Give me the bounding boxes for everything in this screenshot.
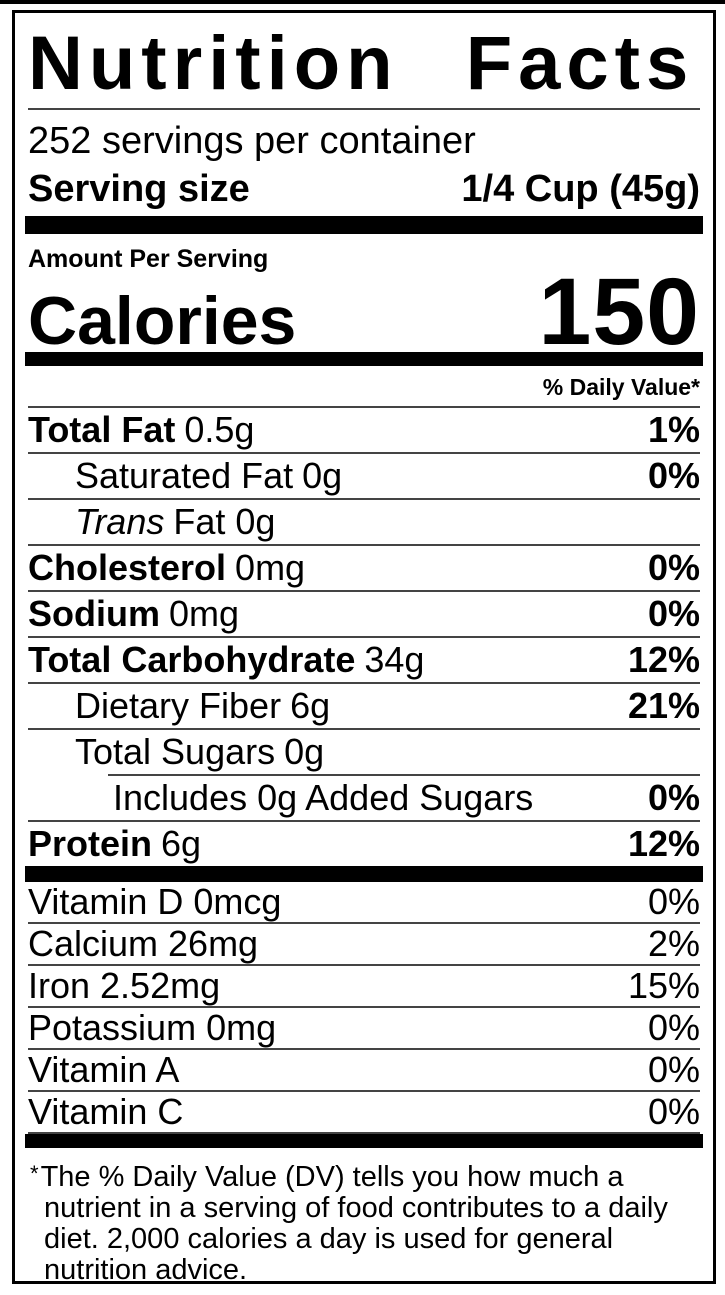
nutrient-row-trans-fat: Trans Fat 0g: [28, 500, 700, 547]
nutrient-name: Cholesterol: [28, 547, 227, 589]
vitamin-text: Vitamin A: [28, 1049, 180, 1091]
separator-bar-thick: [25, 866, 703, 883]
nutrient-name-amount: Dietary Fiber 6g: [28, 684, 330, 728]
amount-per-serving-label: Amount Per Serving: [28, 245, 269, 274]
nutrient-dv: 0%: [647, 593, 700, 635]
vitamin-dv: 2%: [647, 923, 700, 965]
label-title: Nutrition Facts: [28, 13, 700, 111]
separator-bar-thick: [25, 216, 703, 235]
daily-value-header: % Daily Value*: [28, 366, 700, 409]
vitamin-dv: 0%: [647, 881, 700, 923]
nutrient-name-amount: Protein 6g: [28, 822, 201, 866]
nutrient-name-amount: Saturated Fat 0g: [28, 454, 342, 498]
nutrient-row-total-sugars: Total Sugars 0g: [28, 730, 700, 774]
nutrient-name: Includes 0g Added Sugars: [113, 777, 534, 819]
nutrient-name-amount: Total Sugars 0g: [28, 730, 324, 774]
nutrient-amount: 0mg: [235, 547, 306, 589]
vitamin-text: Potassium 0mg: [28, 1007, 277, 1049]
vitamin-row-vitamin-c: Vitamin C 0%: [28, 1091, 700, 1135]
nutrient-row-total-carbohydrate: Total Carbohydrate 34g 12%: [28, 638, 700, 685]
vitamin-row-potassium: Potassium 0mg 0%: [28, 1007, 700, 1051]
nutrient-row-sodium: Sodium 0mg 0%: [28, 592, 700, 639]
vitamin-text: Vitamin C: [28, 1091, 184, 1133]
nutrient-dv: 12%: [627, 823, 700, 865]
nutrient-amount: 0mg: [169, 593, 240, 635]
calories-label: Calories: [28, 283, 297, 360]
nutrient-name: Total Fat: [28, 409, 176, 451]
nutrient-dv: 0%: [647, 547, 700, 589]
vitamin-dv: 0%: [647, 1049, 700, 1091]
nutrient-amount: 0.5g: [184, 409, 255, 451]
nutrient-row-added-sugars: Includes 0g Added Sugars 0%: [108, 774, 700, 820]
nutrient-name-italic: Trans: [75, 501, 165, 543]
nutrient-name: Total Sugars: [75, 731, 276, 773]
nutrient-row-total-fat: Total Fat 0.5g 1%: [28, 408, 700, 455]
nutrient-row-protein: Protein 6g 12%: [28, 820, 700, 866]
separator-bar-medium: [25, 1134, 703, 1149]
nutrient-amount: Fat 0g: [173, 501, 276, 543]
nutrient-name: Dietary Fiber: [75, 685, 282, 727]
serving-size-value: 1/4 Cup (45g): [461, 168, 700, 211]
nutrient-name: Sodium: [28, 593, 160, 635]
nutrient-amount: 34g: [364, 639, 425, 681]
nutrient-amount: 0g: [284, 731, 325, 773]
nutrient-name-amount: Trans Fat 0g: [28, 500, 275, 544]
serving-size-row: Serving size 1/4 Cup (45g): [28, 166, 700, 216]
serving-size-label: Serving size: [28, 168, 250, 211]
calories-row: Calories 150: [28, 259, 700, 366]
nutrient-name: Total Carbohydrate: [28, 639, 356, 681]
vitamin-row-iron: Iron 2.52mg 15%: [28, 965, 700, 1009]
nutrient-dv: 0%: [647, 777, 700, 819]
vitamin-text: Iron 2.52mg: [28, 965, 221, 1007]
vitamin-text: Calcium 26mg: [28, 923, 259, 965]
vitamin-text: Vitamin D 0mcg: [28, 881, 282, 923]
nutrient-name-amount: Total Fat 0.5g: [28, 408, 254, 452]
vitamin-dv: 0%: [647, 1091, 700, 1133]
nutrient-dv: 0%: [647, 455, 700, 497]
vitamin-dv: 15%: [627, 965, 700, 1007]
separator-bar-medium: [25, 352, 703, 367]
nutrient-name-amount: Sodium 0mg: [28, 592, 239, 636]
nutrient-row-dietary-fiber: Dietary Fiber 6g 21%: [28, 684, 700, 731]
vitamin-row-vitamin-d: Vitamin D 0mcg 0%: [28, 881, 700, 925]
calories-value: 150: [538, 259, 700, 366]
nutrient-name-amount: Total Carbohydrate 34g: [28, 638, 424, 682]
servings-per-container: 252 servings per container: [28, 120, 476, 163]
nutrient-dv: 21%: [627, 685, 700, 727]
footnote-text: The % Daily Value (DV) tells you how muc…: [40, 1161, 668, 1287]
footnote-marker: *: [30, 1161, 39, 1187]
nutrient-dv: 1%: [647, 409, 700, 451]
nutrient-dv: 12%: [627, 639, 700, 681]
nutrient-name: Protein: [28, 823, 153, 865]
nutrient-row-cholesterol: Cholesterol 0mg 0%: [28, 546, 700, 593]
vitamin-dv: 0%: [647, 1007, 700, 1049]
nutrition-facts-label: Nutrition Facts 252 servings per contain…: [12, 10, 716, 1286]
nutrient-name-amount: Cholesterol 0mg: [28, 546, 305, 590]
footnote: *The % Daily Value (DV) tells you how mu…: [28, 1148, 700, 1286]
nutrient-name: Saturated Fat: [75, 455, 294, 497]
nutrient-amount: 0g: [302, 455, 343, 497]
nutrient-row-saturated-fat: Saturated Fat 0g 0%: [28, 454, 700, 501]
nutrient-amount: 6g: [161, 823, 202, 865]
vitamin-row-calcium: Calcium 26mg 2%: [28, 923, 700, 967]
vitamin-row-vitamin-a: Vitamin A 0%: [28, 1049, 700, 1093]
nutrient-amount: 6g: [290, 685, 331, 727]
nutrient-name-amount: Includes 0g Added Sugars: [108, 776, 533, 820]
top-edge-strip: [0, 0, 725, 4]
